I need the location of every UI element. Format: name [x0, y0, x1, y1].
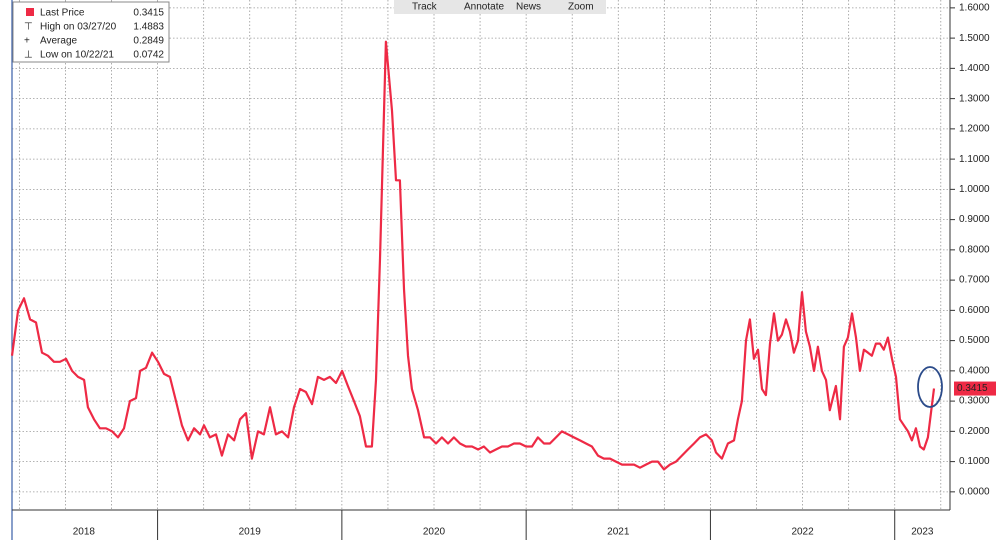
- legend-value: 0.0742: [133, 50, 164, 61]
- y-tick-label: 0.6000: [959, 305, 990, 316]
- y-tick-label: 1.4000: [959, 63, 990, 74]
- toolbar-item: Track: [412, 2, 438, 13]
- y-tick-label: 1.6000: [959, 3, 990, 14]
- price-line: [10, 40, 936, 471]
- y-tick-label: 1.2000: [959, 124, 990, 135]
- legend-value: 0.3415: [133, 8, 164, 19]
- x-tick-label: 2021: [607, 527, 630, 538]
- y-tick-label: 0.8000: [959, 244, 990, 255]
- toolbar-items: Track Annotate News Zoom: [412, 2, 594, 13]
- x-tick-label: 2023: [911, 527, 934, 538]
- legend-icon: +: [24, 36, 30, 47]
- y-tick-label: 1.5000: [959, 33, 990, 44]
- x-tick-label: 2018: [73, 527, 96, 538]
- legend-label: Low on 10/22/21: [40, 50, 114, 61]
- legend-icon: ⊥: [24, 50, 33, 61]
- y-tick-label: 1.1000: [959, 154, 990, 165]
- toolbar-item: Annotate: [464, 2, 504, 13]
- y-tick-label: 0.3000: [959, 396, 990, 407]
- y-tick-label: 0.0000: [959, 486, 990, 497]
- last-price-box: [954, 381, 996, 396]
- y-tick-label: 0.1000: [959, 456, 990, 467]
- legend: Last Price 0.3415 ⊤ High on 03/27/20 1.4…: [12, 1, 170, 63]
- legend-icon: ⊤: [24, 22, 33, 33]
- legend-label: High on 03/27/20: [40, 22, 117, 33]
- y-tick-label: 1.0000: [959, 184, 990, 195]
- legend-box: [12, 1, 170, 63]
- plot: [10, 40, 936, 471]
- y-tick-label: 0.4000: [959, 365, 990, 376]
- y-tick-label: 0.2000: [959, 426, 990, 437]
- grid: [12, 0, 950, 510]
- last-price-label: 0.3415: [957, 383, 988, 394]
- y-tick-label: 1.3000: [959, 93, 990, 104]
- x-tick-label: 2022: [791, 527, 814, 538]
- legend-label: Last Price: [40, 8, 85, 19]
- legend-value: 1.4883: [133, 22, 164, 33]
- y-tick-label: 0.5000: [959, 335, 990, 346]
- legend-label: Average: [40, 36, 78, 47]
- toolbar: [394, 0, 606, 14]
- toolbar-item: News: [516, 2, 541, 13]
- toolbar-item: Zoom: [568, 2, 594, 13]
- legend-value: 0.2849: [133, 36, 164, 47]
- legend-swatch: [26, 8, 34, 16]
- x-tick-label: 2019: [239, 527, 262, 538]
- y-tick-label: 0.9000: [959, 214, 990, 225]
- y-tick-label: 0.7000: [959, 275, 990, 286]
- highlight-ellipse: [917, 366, 943, 408]
- x-tick-label: 2020: [423, 527, 446, 538]
